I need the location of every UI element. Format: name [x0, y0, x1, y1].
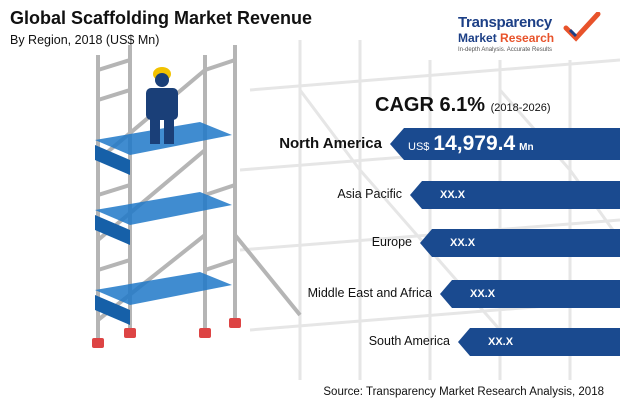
region-label: Middle East and Africa	[307, 286, 432, 300]
region-value: XX.X	[488, 336, 514, 348]
region-value: XX.X	[440, 189, 466, 201]
region-bar: XX.X	[420, 229, 620, 257]
region-label: South America	[368, 334, 450, 348]
chart-subtitle: By Region, 2018 (US$ Mn)	[10, 33, 160, 47]
logo-line-2: Market Research	[458, 31, 554, 45]
logo-check-icon	[563, 12, 601, 42]
worker-figure	[146, 67, 178, 144]
source-note: Source: Transparency Market Research Ana…	[323, 386, 604, 398]
company-logo: Transparency Market Research In-depth An…	[456, 12, 606, 60]
currency-label: US$	[408, 141, 430, 153]
logo-line-2a: Market	[458, 31, 501, 45]
chart-title: Global Scaffolding Market Revenue	[10, 8, 313, 28]
scaffold-platforms	[95, 122, 232, 325]
logo-tagline: In-depth Analysis. Accurate Results	[458, 47, 553, 53]
scaffold-wheels	[92, 318, 241, 348]
cagr-label: CAGR 6.1% (2018-2026)	[375, 94, 551, 117]
cagr-value: CAGR 6.1%	[375, 94, 486, 116]
region-bar: XX.X	[440, 280, 620, 308]
value-number: 14,979.4	[433, 132, 516, 155]
region-value: XX.X	[450, 237, 476, 249]
region-label: North America	[279, 135, 382, 152]
region-bar: XX.X	[458, 328, 620, 356]
region-value: XX.X	[470, 288, 496, 300]
region-label: Asia Pacific	[337, 187, 402, 201]
region-bar: US$ 14,979.4 Mn	[390, 128, 620, 160]
unit-label: Mn	[519, 142, 534, 153]
logo-line-2b: Research	[500, 31, 555, 45]
region-value: US$ 14,979.4 Mn	[390, 132, 534, 156]
region-bar: XX.X	[410, 181, 620, 209]
cagr-period: (2018-2026)	[490, 102, 551, 114]
region-label: Europe	[371, 235, 412, 249]
logo-line-1: Transparency	[458, 14, 552, 31]
